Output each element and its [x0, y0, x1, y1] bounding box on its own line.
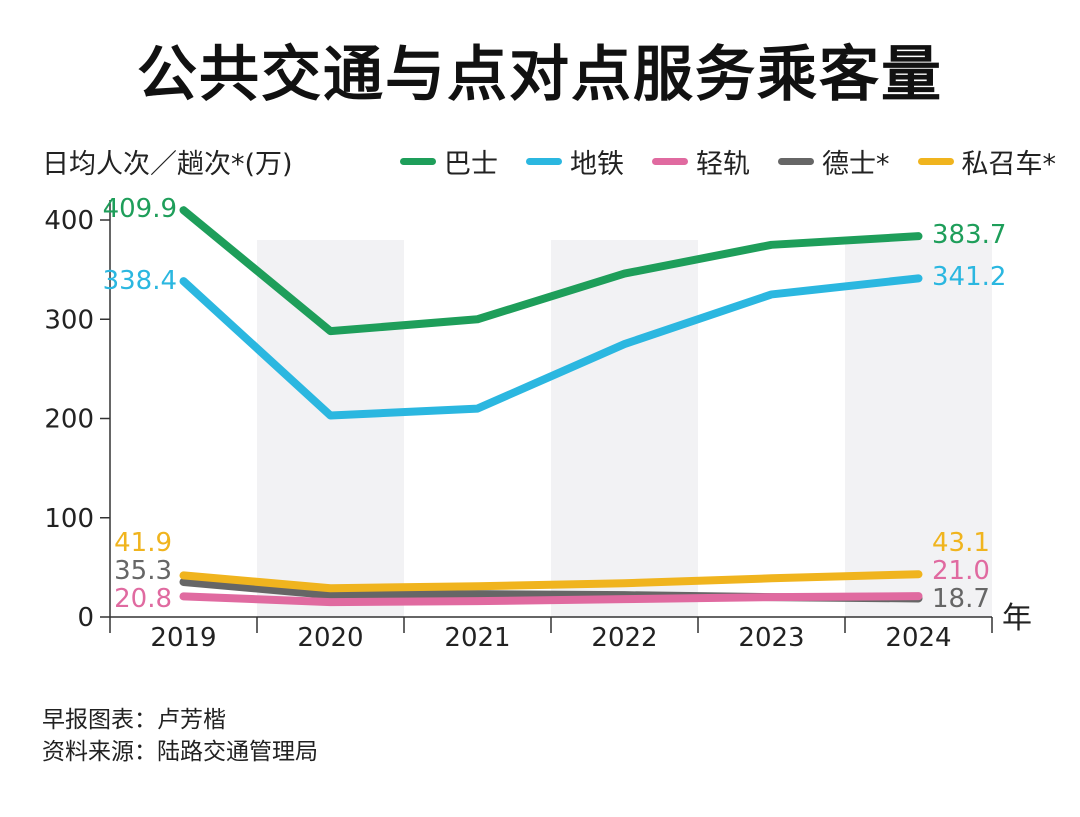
series-line-2 [179, 592, 923, 607]
data-label: 21.0 [932, 556, 990, 586]
data-source: 资料来源：陆路交通管理局 [42, 739, 318, 765]
x-tick-label: 2024 [885, 623, 951, 653]
y-tick-label: 0 [77, 603, 94, 633]
legend-label: 轻轨 [696, 149, 750, 180]
data-label: 20.8 [114, 584, 172, 614]
legend-item: 地铁 [526, 142, 624, 181]
chart-credit: 早报图表：卢芳楷 [42, 707, 226, 733]
data-label: 43.1 [932, 528, 990, 558]
legend-swatch [778, 158, 814, 165]
y-tick-label: 300 [44, 305, 94, 335]
chart-title: 公共交通与点对点服务乘客量 [137, 40, 943, 110]
data-label: 383.7 [932, 220, 1006, 250]
y-tick-label: 200 [44, 405, 94, 435]
data-label: 18.7 [932, 584, 990, 614]
data-label: 338.4 [103, 266, 177, 296]
series-line-0 [179, 206, 923, 336]
legend-swatch [400, 158, 436, 165]
data-label: 35.3 [114, 556, 172, 586]
x-tick-label: 2020 [297, 623, 363, 653]
legend-item: 巴士 [400, 142, 498, 181]
series-line-4 [179, 570, 923, 593]
column-band [551, 240, 698, 617]
legend-swatch [526, 158, 562, 165]
column-band [257, 240, 404, 617]
legend-label: 私召车* [961, 149, 1057, 180]
y-axis-label: 日均人次／趟次*(万) [42, 149, 293, 180]
legend-label: 地铁 [570, 149, 624, 180]
legend: 巴士 地铁 轻轨 德士* 私召车* [400, 142, 1056, 181]
y-tick-label: 100 [44, 504, 94, 534]
x-tick-label: 2019 [150, 623, 216, 653]
legend-swatch [917, 158, 954, 165]
x-tick-label: 2023 [738, 623, 804, 653]
data-label: 341.2 [932, 262, 1006, 292]
x-tick-label: 2022 [591, 623, 657, 653]
y-tick-label: 400 [44, 206, 94, 236]
legend-label: 德士* [822, 149, 890, 180]
legend-item: 轻轨 [652, 142, 750, 181]
legend-swatch [652, 158, 688, 165]
x-tick-label: 2021 [444, 623, 510, 653]
legend-label: 巴士 [444, 149, 498, 180]
column-band [845, 240, 992, 617]
x-axis-label: 年 [1002, 601, 1032, 636]
legend-item: 德士* [778, 142, 890, 181]
legend-item: 私召车* [917, 142, 1057, 181]
data-label: 41.9 [114, 528, 172, 558]
data-label: 409.9 [103, 194, 177, 224]
series-line-1 [179, 274, 923, 420]
